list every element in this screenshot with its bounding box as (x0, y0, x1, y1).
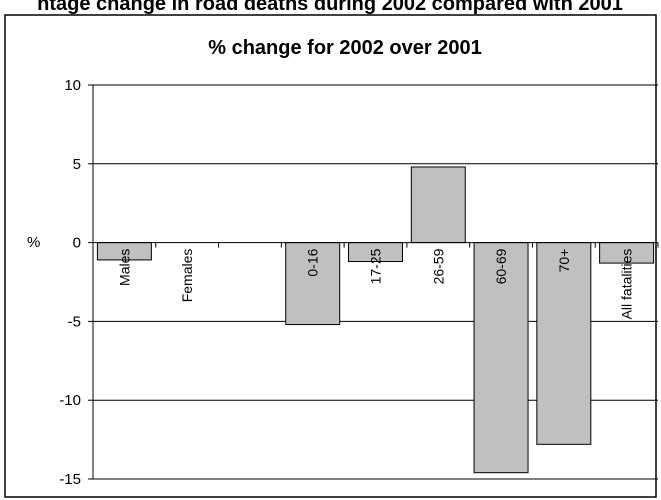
y-tick-label: 10 (64, 77, 81, 94)
top-caption: ntage change in road deaths during 2002 … (37, 0, 623, 15)
bar (536, 242, 592, 445)
y-tick-label: 5 (73, 156, 81, 173)
y-axis-label: % (27, 234, 40, 251)
category-label: Females (179, 249, 195, 303)
category-label: 26-59 (430, 248, 446, 284)
category-label: Males (116, 249, 132, 286)
grid (93, 84, 658, 480)
y-tick-label: -10 (59, 392, 81, 409)
y-tick-label: 0 (73, 235, 81, 252)
category-label: 17-25 (368, 248, 384, 284)
chart-border (4, 14, 657, 498)
y-tick-label: -15 (59, 471, 81, 488)
bar (473, 242, 529, 474)
bar (410, 166, 466, 244)
category-label: All fatalities (619, 249, 635, 320)
category-label: 0-16 (305, 248, 321, 276)
bars (96, 166, 655, 474)
bar (285, 242, 341, 326)
y-tick-label: -5 (68, 313, 81, 330)
chart-title: % change for 2002 over 2001 (208, 37, 481, 59)
category-label: 60-69 (493, 248, 509, 284)
category-label: 70+ (556, 249, 572, 273)
labels: 10 5 0 -5 -10 -15 Males Females 0-16 17-25 26-59 60… (59, 77, 634, 488)
axes (88, 84, 659, 480)
